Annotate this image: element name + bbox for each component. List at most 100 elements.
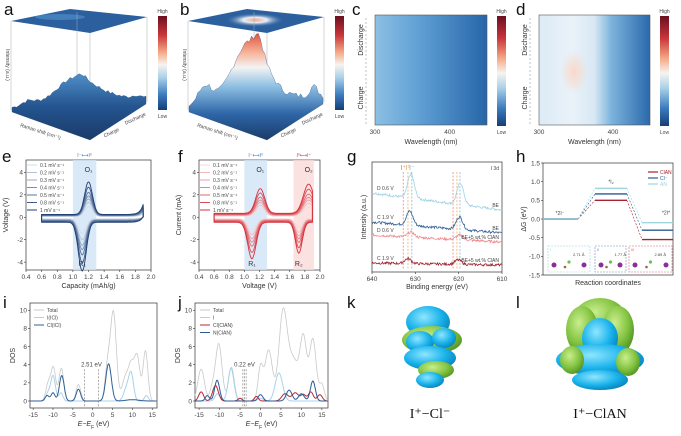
legend-label: 0.5 mV s⁻¹ (213, 193, 237, 199)
carbon-atom (605, 265, 608, 269)
cv-curve-1 (213, 183, 313, 260)
panel-label-h: h (516, 147, 525, 166)
top-projection-hotspot (35, 14, 85, 20)
x-tick-label: -5 (237, 412, 243, 419)
core-level-tag: I 3d (491, 166, 500, 172)
panel-label-a: a (4, 0, 14, 19)
x-tick-label: -10 (215, 412, 225, 419)
y-tick-label: 0 (19, 215, 23, 222)
z-axis-label: Intensity (a.u.) (4, 49, 10, 81)
x-tick-label: 5 (279, 412, 283, 419)
xps-spectrum (371, 256, 503, 267)
x-tick-label: 2.0 (315, 274, 324, 281)
redox-couple-label: I⁰⟷I⁺ (296, 153, 311, 159)
dos-curve-I (195, 367, 328, 402)
x-tick-label: 640 (367, 276, 378, 283)
top-projection-hotspot (225, 13, 285, 27)
x-tick-label: 1.0 (240, 274, 249, 281)
y-tick-label: 8 (23, 326, 27, 333)
y-tick-label: 0 (192, 215, 196, 222)
legend-label: I (213, 315, 214, 321)
panel-label-i: i (3, 293, 7, 312)
y-tick-label: 10 (20, 308, 28, 315)
inset-tag: I (550, 247, 551, 252)
legend-label: 0.4 mV s⁻¹ (213, 185, 237, 191)
x-tick-label: 1.6 (115, 274, 124, 281)
legend-label: AN (660, 182, 667, 188)
y-axis-label: Charge (358, 86, 365, 109)
y-axis-label: DOS (10, 348, 17, 364)
orbital-image-l (556, 298, 644, 390)
y-tick-label: 4 (19, 170, 23, 177)
x-tick-label: 630 (410, 276, 421, 283)
y-axis-label: Discharge (522, 24, 529, 56)
peak-label-R1: R₁ (79, 261, 87, 268)
cv-curve-1 (41, 181, 144, 272)
colorbar-high-label: High (659, 9, 670, 15)
colorbar-d (660, 16, 669, 126)
carbon-atom (563, 265, 567, 269)
x-tick-label: 2.0 (146, 274, 155, 281)
x-axis-label: Wavelength (nm) (568, 139, 621, 146)
axes-frame (371, 161, 503, 273)
y-tick-label: 2 (19, 192, 23, 199)
legend-label: 0.3 mV s⁻¹ (213, 178, 237, 184)
x-tick-label: 0.8 (225, 274, 234, 281)
spectrum-state-label: C 1.9 V (377, 256, 394, 262)
legend-label: Cl(ClAN) (213, 323, 233, 329)
y-tick-label: -1.0 (529, 254, 541, 261)
peak-label-O1: O₁ (85, 167, 93, 174)
x-tick-label: 15 (318, 412, 326, 419)
y-tick-label: 0 (188, 398, 192, 405)
x-axis-label: Binding energy (eV) (406, 284, 468, 291)
colorbar-high-label: High (157, 9, 168, 15)
y-tick-label: 2 (23, 380, 27, 387)
x-tick-label: 400 (444, 129, 455, 136)
axes-frame (194, 302, 329, 409)
colorbar-low-label: Low (497, 130, 507, 136)
x-tick-label: 400 (608, 129, 619, 136)
peak-label-O2: O₂ (305, 167, 313, 174)
x-axis-label: Wavelength (nm) (404, 139, 457, 146)
iodine-atom (598, 262, 604, 268)
y-axis-label: DOS (175, 348, 182, 364)
panel-label-b: b (180, 0, 189, 19)
x-tick-label: 1.4 (270, 274, 279, 281)
reference-label: I⁺ (400, 165, 406, 172)
iodine-atom (663, 262, 669, 268)
legend-label: 0.1 mV s⁻¹ (40, 163, 64, 169)
x-axis-label: E−EF (eV) (78, 421, 110, 431)
y-tick-label: 1.5 (531, 160, 540, 167)
y-axis-label: ΔG (eV) (521, 206, 528, 231)
reference-label: I⁰ (406, 164, 411, 172)
spectrum-state-label: C 1.9 V (377, 215, 394, 221)
bond-length-label: 1.77 Å (615, 252, 627, 257)
x-tick-label: 1.2 (255, 274, 264, 281)
band-gap-label: 0.22 eV (234, 362, 255, 368)
xps-spectrum (371, 171, 503, 212)
legend-label: 1 mV s⁻¹ (40, 208, 60, 214)
y-tick-label: 1.0 (531, 179, 540, 186)
panel-label-j: j (177, 293, 182, 312)
legend-label: 0.1 mV s⁻¹ (213, 163, 237, 169)
x-axis-label: Reaction coordinates (575, 280, 641, 287)
xps-spectrum (371, 230, 503, 244)
colorbar-low-label: Low (335, 114, 345, 120)
y-tick-label: -2 (17, 237, 23, 244)
y-tick-label: 6 (23, 344, 27, 351)
legend-label: Total (47, 308, 58, 314)
x-tick-label: 10 (298, 412, 306, 419)
y-tick-label: 4 (188, 362, 192, 369)
carbon-atom (645, 265, 648, 269)
y-axis-label: Charge (522, 86, 529, 109)
x-tick-label: 300 (534, 129, 545, 136)
y-tick-label: 2 (188, 380, 192, 387)
chlorine-atom (567, 260, 571, 264)
top-projection-plane (11, 9, 147, 33)
spectrum-electrolyte-label: BE+5 wt.% ClAN (461, 235, 499, 241)
legend-label: ClAN (660, 170, 672, 176)
x-tick-label: 300 (370, 129, 381, 136)
z-axis-label: Intensity (a.u.) (181, 49, 187, 81)
